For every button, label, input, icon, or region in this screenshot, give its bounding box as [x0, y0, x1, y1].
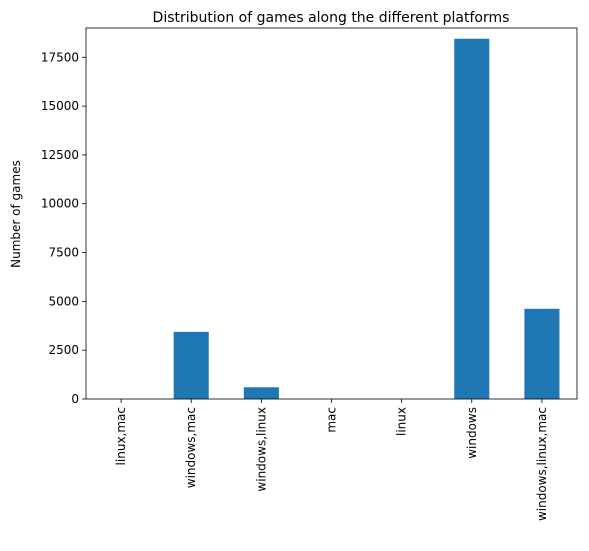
x-tick-label: windows,linux,mac [535, 407, 549, 521]
bar-windows-linux [243, 387, 279, 399]
x-tick-label: mac [325, 407, 339, 433]
plot-area-frame [85, 27, 578, 400]
x-tick-label: linux,mac [114, 407, 128, 465]
y-tick-label: 5000 [48, 294, 79, 308]
y-axis-label: Number of games [9, 160, 23, 268]
bar-windows [454, 38, 490, 400]
bar-windows-linux-mac [524, 308, 560, 399]
bar-windows-mac [173, 331, 209, 399]
bars-group [103, 38, 560, 400]
y-tick-label: 17500 [41, 50, 79, 64]
y-tick-label: 12500 [41, 148, 79, 162]
x-tick-label: windows [465, 407, 479, 459]
x-tick-label: windows,mac [184, 407, 198, 488]
x-tick-label: windows,linux [254, 407, 268, 492]
y-tick-label: 10000 [41, 197, 79, 211]
y-tick-label: 7500 [48, 246, 79, 260]
x-tick-label: linux [395, 407, 409, 436]
y-tick-label: 15000 [41, 99, 79, 113]
chart-title: Distribution of games along the differen… [153, 10, 510, 26]
x-ticks-group: linux,mac windows,mac windows,linux mac linu… [114, 399, 549, 521]
y-tick-label: 2500 [48, 343, 79, 357]
y-ticks-group: 0 2500 5000 7500 10000 12500 15000 17500 [41, 50, 86, 406]
y-tick-label: 0 [71, 392, 79, 406]
